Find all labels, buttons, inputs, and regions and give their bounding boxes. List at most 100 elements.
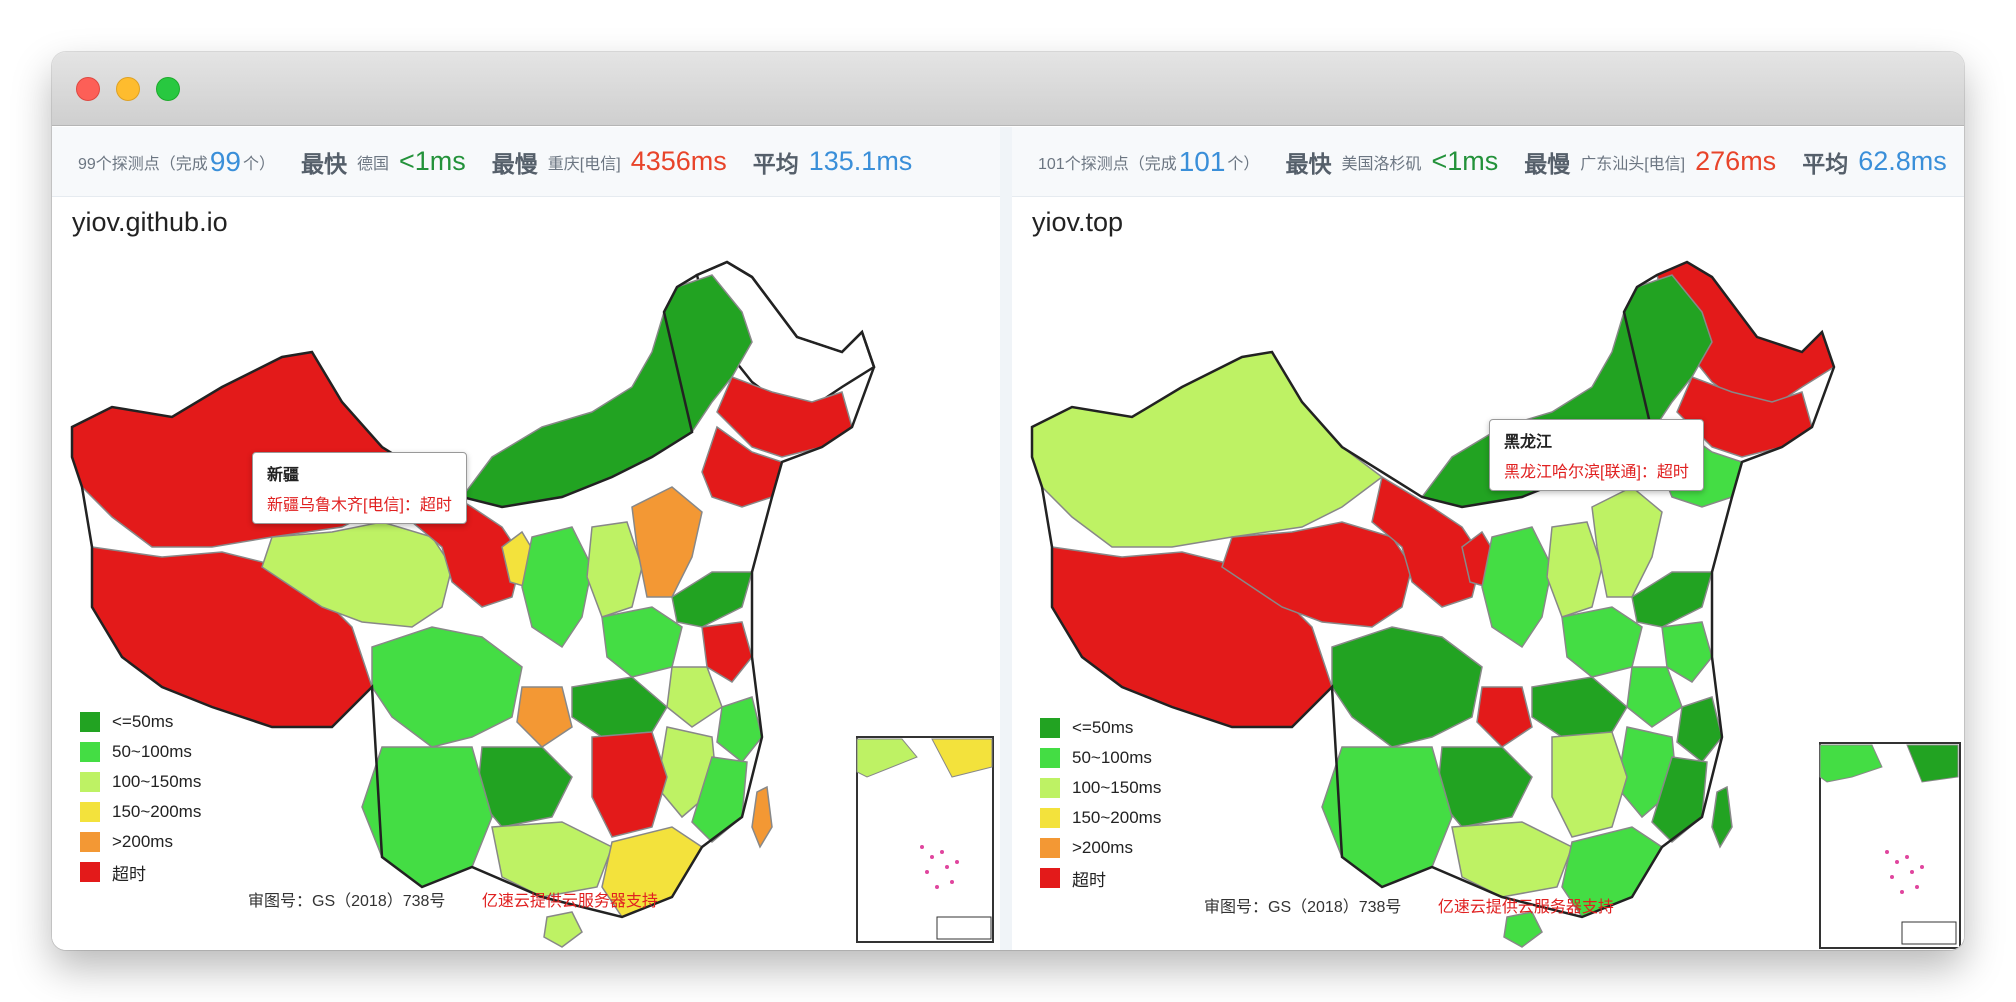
panel-right: 101个探测点（完成 101 个） 最快 美国洛杉矶 <1ms 最慢 广东汕头[…	[1012, 127, 1964, 950]
legend-item[interactable]: 150~200ms	[1040, 803, 1161, 833]
region-liaoning	[701, 425, 783, 508]
fastest-value: <1ms	[1431, 146, 1499, 176]
legend-label: <=50ms	[112, 712, 174, 731]
inset-label-box	[936, 916, 992, 940]
map-approval-number: 审图号：GS（2018）738号	[1204, 899, 1402, 916]
map-footer: 审图号：GS（2018）738号 亿速云提供云服务器支持	[248, 887, 658, 911]
legend-swatch	[80, 742, 100, 762]
region-zhejiang	[716, 696, 763, 764]
legend-label: >200ms	[112, 832, 173, 851]
region-jiangsu	[701, 621, 753, 683]
legend-label: <=50ms	[1072, 718, 1134, 737]
probe-completed-count: 99	[209, 145, 241, 177]
region-anhui	[666, 666, 723, 728]
map-footer: 审图号：GS（2018）738号 亿速云提供云服务器支持	[1204, 893, 1614, 917]
region-chongqing	[1476, 686, 1533, 748]
legend-swatch	[80, 832, 100, 852]
legend-item[interactable]: 50~100ms	[1040, 743, 1161, 773]
legend-swatch	[80, 712, 100, 732]
region-hunan	[1551, 731, 1628, 838]
region-jiangsu	[1661, 621, 1713, 683]
close-window-button[interactable]	[76, 77, 100, 101]
map-legend: <=50ms 50~100ms 100~150ms 150~200ms >200…	[1040, 713, 1161, 893]
legend-swatch	[80, 862, 100, 882]
window-titlebar	[52, 52, 1964, 126]
china-latency-map[interactable]	[1012, 127, 1964, 950]
panel-divider	[1000, 127, 1012, 950]
server-support-link[interactable]: 亿速云提供云服务器支持	[1437, 899, 1614, 916]
tooltip-region: 黑龙江	[1504, 434, 1553, 451]
region-shandong	[1631, 571, 1713, 628]
legend-swatch	[1040, 748, 1060, 768]
region-shaanxi	[521, 526, 593, 649]
region-sichuan	[1331, 626, 1483, 748]
legend-item[interactable]: <=50ms	[80, 707, 201, 737]
legend-label: 100~150ms	[1072, 778, 1162, 797]
inset-islands	[920, 845, 959, 889]
slowest-label: 最慢	[1524, 150, 1571, 177]
region-sichuan	[371, 626, 523, 748]
inset-islands	[1885, 850, 1924, 894]
server-support-link[interactable]: 亿速云提供云服务器支持	[481, 893, 658, 910]
region-henan	[601, 606, 683, 678]
probe-completed-count: 101	[1178, 145, 1226, 177]
probe-count-prefix: 99个探测点（完成	[78, 155, 208, 173]
region-shandong	[671, 571, 753, 628]
slowest-value: 4356ms	[630, 146, 727, 176]
legend-item[interactable]: >200ms	[1040, 833, 1161, 863]
legend-item[interactable]: 超时	[1040, 863, 1161, 893]
tooltip-region: 新疆	[267, 467, 300, 484]
legend-item[interactable]: 超时	[80, 857, 201, 887]
minimize-window-button[interactable]	[116, 77, 140, 101]
legend-swatch	[1040, 808, 1060, 828]
legend-swatch	[80, 802, 100, 822]
region-hunan	[591, 731, 668, 838]
slowest-value: 276ms	[1695, 146, 1777, 176]
region-zhejiang	[1676, 696, 1723, 764]
legend-swatch	[1040, 868, 1060, 888]
legend-item[interactable]: 100~150ms	[1040, 773, 1161, 803]
slowest-place: 重庆[电信]	[547, 155, 621, 173]
map-legend: <=50ms 50~100ms 100~150ms 150~200ms >200…	[80, 707, 201, 887]
tooltip-result: 新疆乌鲁木齐[电信]：超时	[267, 497, 452, 514]
average-value: 135.1ms	[808, 146, 913, 176]
region-hebei	[1591, 486, 1663, 598]
slowest-label: 最慢	[491, 150, 538, 177]
fastest-place: 美国洛杉矶	[1341, 155, 1422, 173]
fastest-place: 德国	[356, 155, 389, 173]
average-label: 平均	[1802, 150, 1849, 177]
legend-item[interactable]: <=50ms	[1040, 713, 1161, 743]
china-latency-map[interactable]	[52, 127, 1000, 950]
region-hubei	[571, 676, 668, 738]
probe-count-prefix: 101个探测点（完成	[1038, 155, 1177, 173]
legend-label: 超时	[112, 864, 146, 884]
legend-item[interactable]: 100~150ms	[80, 767, 201, 797]
map-tooltip: 新疆 新疆乌鲁木齐[电信]：超时	[252, 452, 467, 524]
country-border	[1030, 260, 1836, 919]
region-gansu	[1371, 475, 1483, 608]
probe-count-suffix: 个）	[1227, 155, 1260, 173]
legend-label: >200ms	[1072, 838, 1133, 857]
legend-label: 150~200ms	[1072, 808, 1162, 827]
region-anhui	[1626, 666, 1683, 728]
legend-label: 50~100ms	[112, 742, 192, 761]
region-guangxi	[491, 821, 613, 898]
legend-swatch	[1040, 718, 1060, 738]
site-title: yiov.github.io	[72, 207, 228, 237]
region-taiwan	[751, 785, 773, 849]
inset-coast	[1819, 744, 1883, 783]
inset-coast	[856, 738, 918, 778]
stats-bar: 99个探测点（完成 99 个） 最快 德国 <1ms 最慢 重庆[电信] 435…	[52, 127, 1000, 197]
maximize-window-button[interactable]	[156, 77, 180, 101]
map-approval-number: 审图号：GS（2018）738号	[248, 893, 446, 910]
legend-item[interactable]: >200ms	[80, 827, 201, 857]
legend-item[interactable]: 50~100ms	[80, 737, 201, 767]
legend-swatch	[1040, 778, 1060, 798]
inset-coast-green	[1906, 744, 1959, 783]
fastest-value: <1ms	[399, 146, 466, 176]
average-label: 平均	[752, 150, 799, 177]
legend-item[interactable]: 150~200ms	[80, 797, 201, 827]
region-shaanxi	[1481, 526, 1553, 649]
inset-label-box	[1901, 921, 1957, 945]
region-hainan	[1503, 911, 1543, 948]
